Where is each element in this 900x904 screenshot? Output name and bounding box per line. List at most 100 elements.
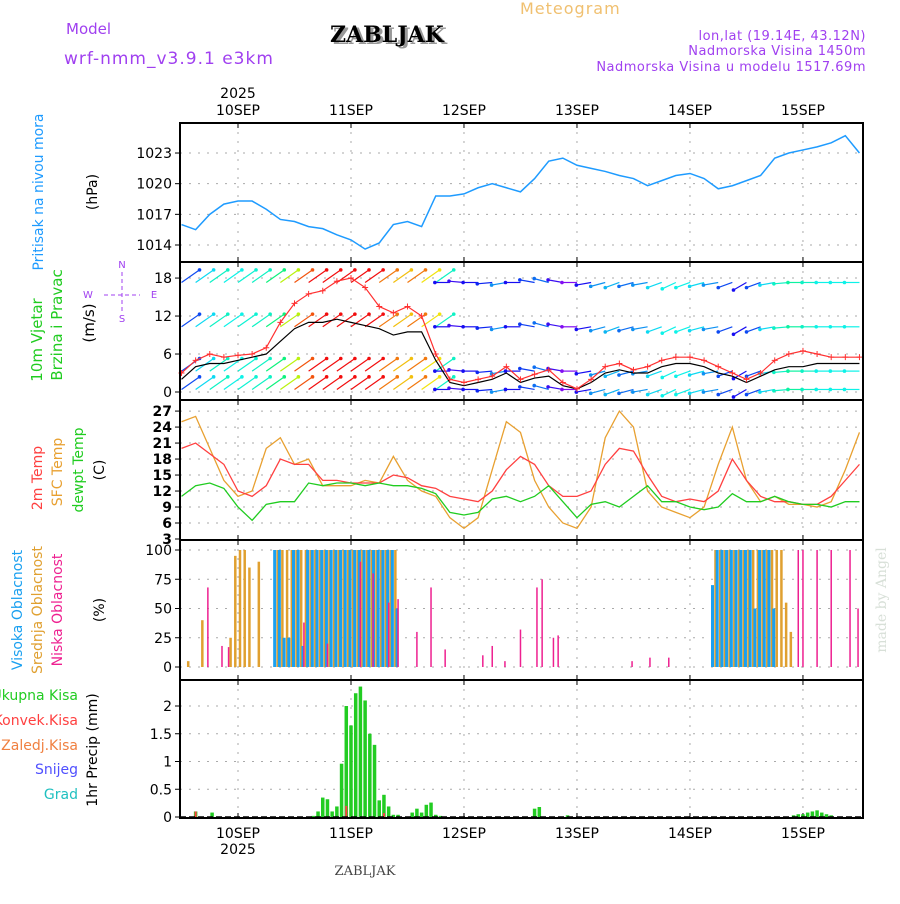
wind-arrow	[294, 269, 313, 283]
cloud-bar	[281, 550, 284, 667]
t2m-line	[181, 442, 860, 506]
wind-arrow	[251, 376, 271, 390]
date-label-top: 10SEP	[216, 103, 260, 119]
gust-marker	[588, 376, 595, 383]
wind-arrow-head	[395, 268, 400, 272]
wind-arrow	[605, 388, 620, 396]
cloud-bar	[775, 550, 778, 667]
wind-arrow-head	[310, 375, 315, 379]
gust-marker	[658, 357, 665, 364]
wind-arrow-head	[603, 285, 608, 290]
wind-arrow-head	[211, 356, 216, 361]
precip-bar	[433, 814, 438, 817]
wind-arrow	[209, 358, 229, 372]
cloud-bar	[227, 647, 230, 667]
wind-arrow	[393, 358, 412, 372]
date-label-bottom: 13SEP	[555, 826, 599, 842]
cloud-bar	[323, 550, 326, 667]
wind-arrow-head	[674, 392, 678, 397]
wind-arrow-head	[367, 375, 371, 379]
wind-arrow	[477, 281, 493, 285]
wind-arrow-head	[744, 285, 749, 290]
wind-arrow-head	[367, 268, 371, 272]
wind-arrow-head	[842, 387, 847, 392]
date-label-top: 12SEP	[442, 103, 486, 119]
cloud-bar	[324, 550, 328, 667]
wind-arrow-head	[701, 283, 706, 287]
wind-arrow	[605, 326, 620, 333]
wind-arrow-head	[716, 374, 721, 379]
wind-arrow	[590, 388, 606, 394]
wind-arrow-head	[310, 268, 315, 272]
precip-bar	[372, 744, 377, 817]
wind-arrow-head	[489, 327, 494, 332]
y-tick-label: 18	[154, 271, 172, 287]
panel-wind: 0 6 12 18	[154, 261, 864, 401]
cloud-bar	[347, 550, 350, 667]
year-top: 2025	[220, 86, 256, 102]
wind-arrow-head	[503, 369, 508, 373]
precip-bar	[829, 815, 833, 817]
wind-arrow	[618, 281, 634, 287]
cloud-bar	[248, 567, 251, 667]
wind-arrow-head	[367, 356, 371, 361]
cloud-bar	[207, 587, 209, 667]
gust-marker	[404, 303, 411, 310]
precip-bar	[801, 814, 805, 817]
cloud-bar	[737, 550, 741, 667]
wind-arrow-head	[268, 356, 272, 361]
cloud-bar	[743, 550, 747, 667]
cloud-bar	[519, 629, 522, 667]
wind-arrow-head	[451, 312, 456, 316]
cloud-bar	[751, 550, 755, 667]
wind-arrow	[280, 376, 299, 390]
wind-arrow	[223, 376, 243, 390]
cloud-bar	[238, 550, 242, 667]
svg-text:E: E	[151, 290, 157, 301]
y-tick-label: 15	[153, 468, 172, 484]
wind-arrow	[605, 370, 620, 377]
wind-arrow-head	[268, 312, 272, 316]
wind-arrow-head	[758, 327, 762, 332]
gust-marker	[616, 360, 623, 367]
wind-arrow-head	[588, 328, 593, 333]
gust-marker	[573, 385, 580, 392]
cloud-bar	[748, 550, 752, 667]
cloud-bar	[343, 550, 347, 667]
cloud-bar	[186, 661, 190, 667]
wind-arrow	[675, 326, 691, 333]
gust-marker	[715, 363, 722, 370]
gust-marker	[545, 366, 552, 373]
wind-arrow-head	[744, 374, 749, 379]
y-tick-label: 0	[163, 385, 172, 401]
wind-arrow-head	[489, 283, 494, 287]
wind-arrow	[534, 385, 549, 391]
wind-arrow-head	[786, 387, 790, 392]
wind-arrow-head	[381, 356, 385, 361]
cloud-bar	[733, 550, 736, 667]
wind-arrow	[308, 269, 327, 283]
dewpt-label: dewpt Temp	[71, 427, 87, 512]
wind-arrow-head	[461, 280, 465, 285]
wind-arrow-head	[423, 312, 428, 316]
wind-arrow-head	[409, 312, 414, 316]
precip-bar	[339, 763, 344, 817]
cloud-bar	[243, 550, 246, 667]
wind-arrow	[534, 278, 549, 284]
wind-arrow-head	[395, 375, 400, 379]
cloud-bar	[715, 550, 719, 667]
wind-arrow	[350, 313, 370, 328]
cloud-bar	[276, 550, 279, 667]
precip-bar	[320, 797, 325, 817]
date-label-bottom: 12SEP	[442, 826, 486, 842]
tsfc-label: SFC Temp	[50, 438, 66, 507]
wind-arrow-head	[828, 369, 833, 373]
wind-arrow-head	[814, 280, 819, 285]
wind-arrow	[647, 281, 662, 289]
panel-cloud: 0 25 50 75 100	[145, 539, 864, 681]
wind-arrow	[661, 281, 677, 290]
wind-arrow-head	[800, 280, 804, 285]
wind-arrow-head	[296, 375, 301, 379]
wind-arrow	[733, 326, 747, 335]
